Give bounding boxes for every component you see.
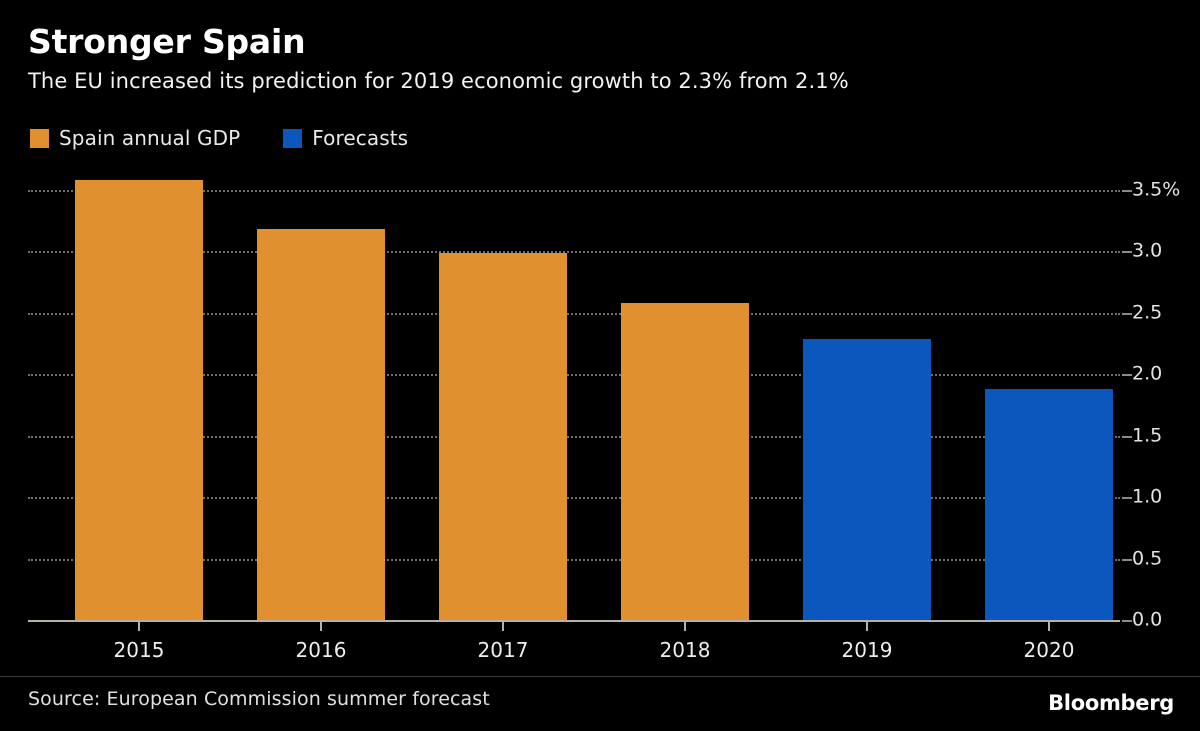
x-axis-tick (866, 622, 868, 631)
x-axis-line (28, 620, 1120, 622)
gridline (28, 497, 1120, 500)
y-axis-tick (1122, 558, 1132, 561)
y-axis-tick-label: 1.0 (1132, 485, 1163, 508)
bloomberg-logo: Bloomberg (1048, 691, 1174, 715)
x-axis-tick (684, 622, 686, 631)
plot-area (28, 176, 1132, 622)
chart-subtitle: The EU increased its prediction for 2019… (28, 69, 849, 93)
bars-group (28, 178, 1120, 622)
y-axis-tick (1122, 312, 1132, 315)
y-axis-tick-label: 2.5 (1132, 301, 1163, 324)
y-axis-tick-label: 3.5% (1132, 178, 1181, 201)
x-axis-tick-label: 2015 (113, 638, 165, 662)
bar-2018[interactable] (621, 302, 749, 622)
x-axis-tick (1048, 622, 1050, 631)
gridline (28, 558, 1120, 561)
x-axis-tick (502, 622, 504, 631)
bar-2016[interactable] (257, 228, 385, 622)
legend-swatch-forecast (283, 128, 303, 148)
legend-label: Forecasts (312, 126, 409, 150)
bar-2017[interactable] (439, 253, 567, 622)
x-axis-tick-label: 2018 (659, 638, 711, 662)
y-axis-tick (1122, 497, 1132, 500)
x-axis-tick-label: 2019 (841, 638, 893, 662)
y-axis-tick (1122, 435, 1132, 438)
gridline (28, 190, 1120, 192)
chart-legend: Spain annual GDP Forecasts (30, 128, 408, 148)
y-axis-tick (1122, 620, 1132, 622)
legend-item-actual[interactable]: Spain annual GDP (30, 128, 240, 148)
y-axis-tick-label: 0.0 (1132, 608, 1163, 631)
y-axis-tick-label: 2.0 (1132, 362, 1163, 385)
x-axis-tick-label: 2016 (295, 638, 347, 662)
bar-2019[interactable] (803, 339, 931, 622)
legend-label: Spain annual GDP (59, 126, 241, 150)
chart-header: Stronger Spain The EU increased its pred… (28, 22, 1178, 96)
source-note: Source: European Commission summer forec… (28, 688, 490, 710)
y-axis-tick (1122, 251, 1132, 254)
x-axis-tick (138, 622, 140, 631)
y-axis-tick (1122, 190, 1132, 192)
footer-divider (0, 676, 1200, 677)
bar-2015[interactable] (75, 179, 203, 622)
gridline (28, 435, 1120, 438)
legend-item-forecast[interactable]: Forecasts (283, 128, 408, 148)
page-title: Stronger Spain (28, 22, 306, 61)
x-axis-tick (320, 622, 322, 631)
gridline (28, 374, 1120, 377)
y-axis-tick-label: 3.0 (1132, 239, 1163, 262)
gridline (28, 251, 1120, 254)
bar-2020[interactable] (985, 388, 1113, 622)
y-axis-tick (1122, 374, 1132, 377)
y-axis-tick-label: 1.5 (1132, 424, 1163, 447)
gridlines-group (28, 176, 1132, 622)
y-axis-tick-label: 0.5 (1132, 547, 1163, 570)
gridline (28, 312, 1120, 315)
x-axis-tick-label: 2020 (1023, 638, 1075, 662)
x-axis-tick-label: 2017 (477, 638, 529, 662)
legend-swatch-actual (30, 128, 49, 148)
